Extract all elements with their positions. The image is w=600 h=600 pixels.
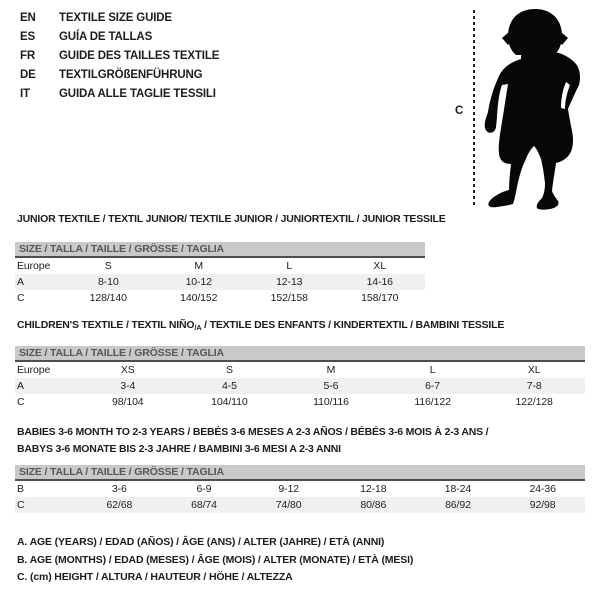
cell: 6-9 (196, 483, 212, 495)
language-row-de: DE TEXTILGRÖßENFÜHRUNG (20, 66, 219, 85)
cell: 158/170 (361, 292, 399, 304)
cell: XL (527, 364, 541, 376)
language-code: ES (20, 31, 36, 43)
cell: 14-16 (366, 276, 393, 288)
height-measure-dashed-line (473, 10, 475, 206)
cell: 122/128 (515, 396, 553, 408)
legend-item-c: C. (cm) HEIGHT / ALTURA / HAUTEUR / HÖHE… (17, 571, 293, 583)
cell: XS (120, 364, 135, 376)
cell: 8-10 (97, 276, 119, 288)
children-table-title: CHILDREN'S TEXTILE / TEXTIL NIÑO/A / TEX… (17, 319, 505, 332)
row-label: C (17, 396, 25, 408)
cell: L (429, 364, 436, 376)
babies-title-line1: BABIES 3-6 MONTH TO 2-3 YEARS / BEBÉS 3-… (17, 426, 489, 438)
children-title-subscript: /A (194, 323, 202, 332)
language-code: IT (20, 88, 30, 100)
cell: 116/122 (414, 396, 451, 408)
table-row-height: C 98/104 104/110 110/116 116/122 122/128 (15, 394, 585, 410)
cell: 140/152 (180, 292, 218, 304)
cell: 3-4 (120, 380, 136, 392)
cell: 86/92 (445, 499, 471, 511)
language-row-it: IT GUIDA ALLE TAGLIE TESSILI (20, 85, 219, 104)
junior-size-table: Europe S M L XL A 8-10 10-12 12-13 14-16… (15, 258, 425, 306)
children-title-suffix: / TEXTILE DES ENFANTS / KINDERTEXTIL / B… (201, 319, 505, 331)
size-header-bar: SIZE / TALLA / TAILLE / GRÖSSE / TAGLIA (15, 465, 585, 481)
table-row-age: A 3-4 4-5 5-6 6-7 7-8 (15, 378, 585, 394)
table-row-height: C 128/140 140/152 152/158 158/170 (15, 290, 425, 306)
size-header-bar: SIZE / TALLA / TAILLE / GRÖSSE / TAGLIA (15, 242, 425, 258)
row-label: B (17, 483, 24, 495)
size-header-bar: SIZE / TALLA / TAILLE / GRÖSSE / TAGLIA (15, 346, 585, 362)
cell: 9-12 (278, 483, 299, 495)
cell: 10-12 (185, 276, 212, 288)
legend-item-a: A. AGE (YEARS) / EDAD (AÑOS) / ÂGE (ANS)… (17, 536, 385, 548)
junior-table: SIZE / TALLA / TAILLE / GRÖSSE / TAGLIA … (15, 242, 425, 306)
legend-item-b: B. AGE (MONTHS) / EDAD (MESES) / ÂGE (MO… (17, 553, 414, 566)
language-code: DE (20, 69, 36, 81)
language-title-list: EN TEXTILE SIZE GUIDE ES GUÍA DE TALLAS … (20, 9, 219, 104)
cell: 110/116 (313, 396, 349, 408)
babies-table: SIZE / TALLA / TAILLE / GRÖSSE / TAGLIA … (15, 465, 585, 513)
row-label: C (17, 292, 25, 304)
guide-title-en: TEXTILE SIZE GUIDE (59, 12, 172, 24)
junior-table-title: JUNIOR TEXTILE / TEXTIL JUNIOR/ TEXTILE … (17, 213, 446, 225)
children-table: SIZE / TALLA / TAILLE / GRÖSSE / TAGLIA … (15, 346, 585, 410)
table-row-height: C 62/68 68/74 74/80 80/86 86/92 92/98 (15, 497, 585, 513)
children-title-prefix: CHILDREN'S TEXTILE / TEXTIL NIÑO (17, 319, 195, 331)
row-label: A (17, 276, 24, 288)
table-row-age: A 8-10 10-12 12-13 14-16 (15, 274, 425, 290)
language-code: EN (20, 12, 36, 24)
cell: 104/110 (211, 396, 248, 408)
cell: M (194, 260, 204, 272)
cell: 68/74 (191, 499, 217, 511)
cell: L (286, 260, 293, 272)
cell: XL (373, 260, 387, 272)
cell: M (326, 364, 336, 376)
cell: 152/158 (270, 292, 308, 304)
language-row-en: EN TEXTILE SIZE GUIDE (20, 9, 219, 28)
measurement-legend: A. AGE (YEARS) / EDAD (AÑOS) / ÂGE (ANS)… (17, 534, 413, 587)
table-row-europe: Europe S M L XL (15, 258, 425, 274)
children-size-table: Europe XS S M L XL A 3-4 4-5 5-6 6-7 7-8… (15, 362, 585, 410)
cell: S (225, 364, 233, 376)
cell: 74/80 (275, 499, 302, 511)
guide-title-fr: GUIDE DES TAILLES TEXTILE (59, 50, 220, 62)
cell: 98/104 (112, 396, 144, 408)
row-label: Europe (17, 260, 51, 272)
cell: S (104, 260, 112, 272)
table-row-europe: Europe XS S M L XL (15, 362, 585, 378)
cell: 3-6 (111, 483, 127, 495)
cell: 7-8 (526, 380, 542, 392)
guide-title-de: TEXTILGRÖßENFÜHRUNG (59, 69, 203, 81)
cell: 62/68 (106, 499, 133, 511)
row-label: A (17, 380, 24, 392)
cell: 80/86 (360, 499, 387, 511)
cell: 5-6 (323, 380, 339, 392)
babies-size-table: B 3-6 6-9 9-12 12-18 18-24 24-36 C 62/68… (15, 481, 585, 513)
babies-title-line2: BABYS 3-6 MONATE BIS 2-3 JAHRE / BAMBINI… (17, 443, 341, 455)
cell: 24-36 (529, 483, 556, 495)
row-label: Europe (17, 364, 51, 376)
baby-silhouette-icon (484, 9, 580, 210)
babies-table-title: BABIES 3-6 MONTH TO 2-3 YEARS / BEBÉS 3-… (17, 424, 577, 458)
table-row-age-months: B 3-6 6-9 9-12 12-18 18-24 24-36 (15, 481, 585, 497)
guide-title-es: GUÍA DE TALLAS (59, 31, 153, 43)
language-row-es: ES GUÍA DE TALLAS (20, 28, 219, 47)
height-measure-label: C (455, 105, 464, 117)
cell: 4-5 (221, 380, 237, 392)
cell: 12-13 (276, 276, 303, 288)
cell: 6-7 (425, 380, 441, 392)
guide-title-it: GUIDA ALLE TAGLIE TESSILI (59, 88, 216, 100)
cell: 128/140 (89, 292, 127, 304)
cell: 12-18 (360, 483, 387, 495)
cell: 18-24 (444, 483, 472, 495)
language-row-fr: FR GUIDE DES TAILLES TEXTILE (20, 47, 219, 66)
language-code: FR (20, 50, 36, 62)
row-label: C (17, 499, 25, 511)
cell: 92/98 (529, 499, 556, 511)
